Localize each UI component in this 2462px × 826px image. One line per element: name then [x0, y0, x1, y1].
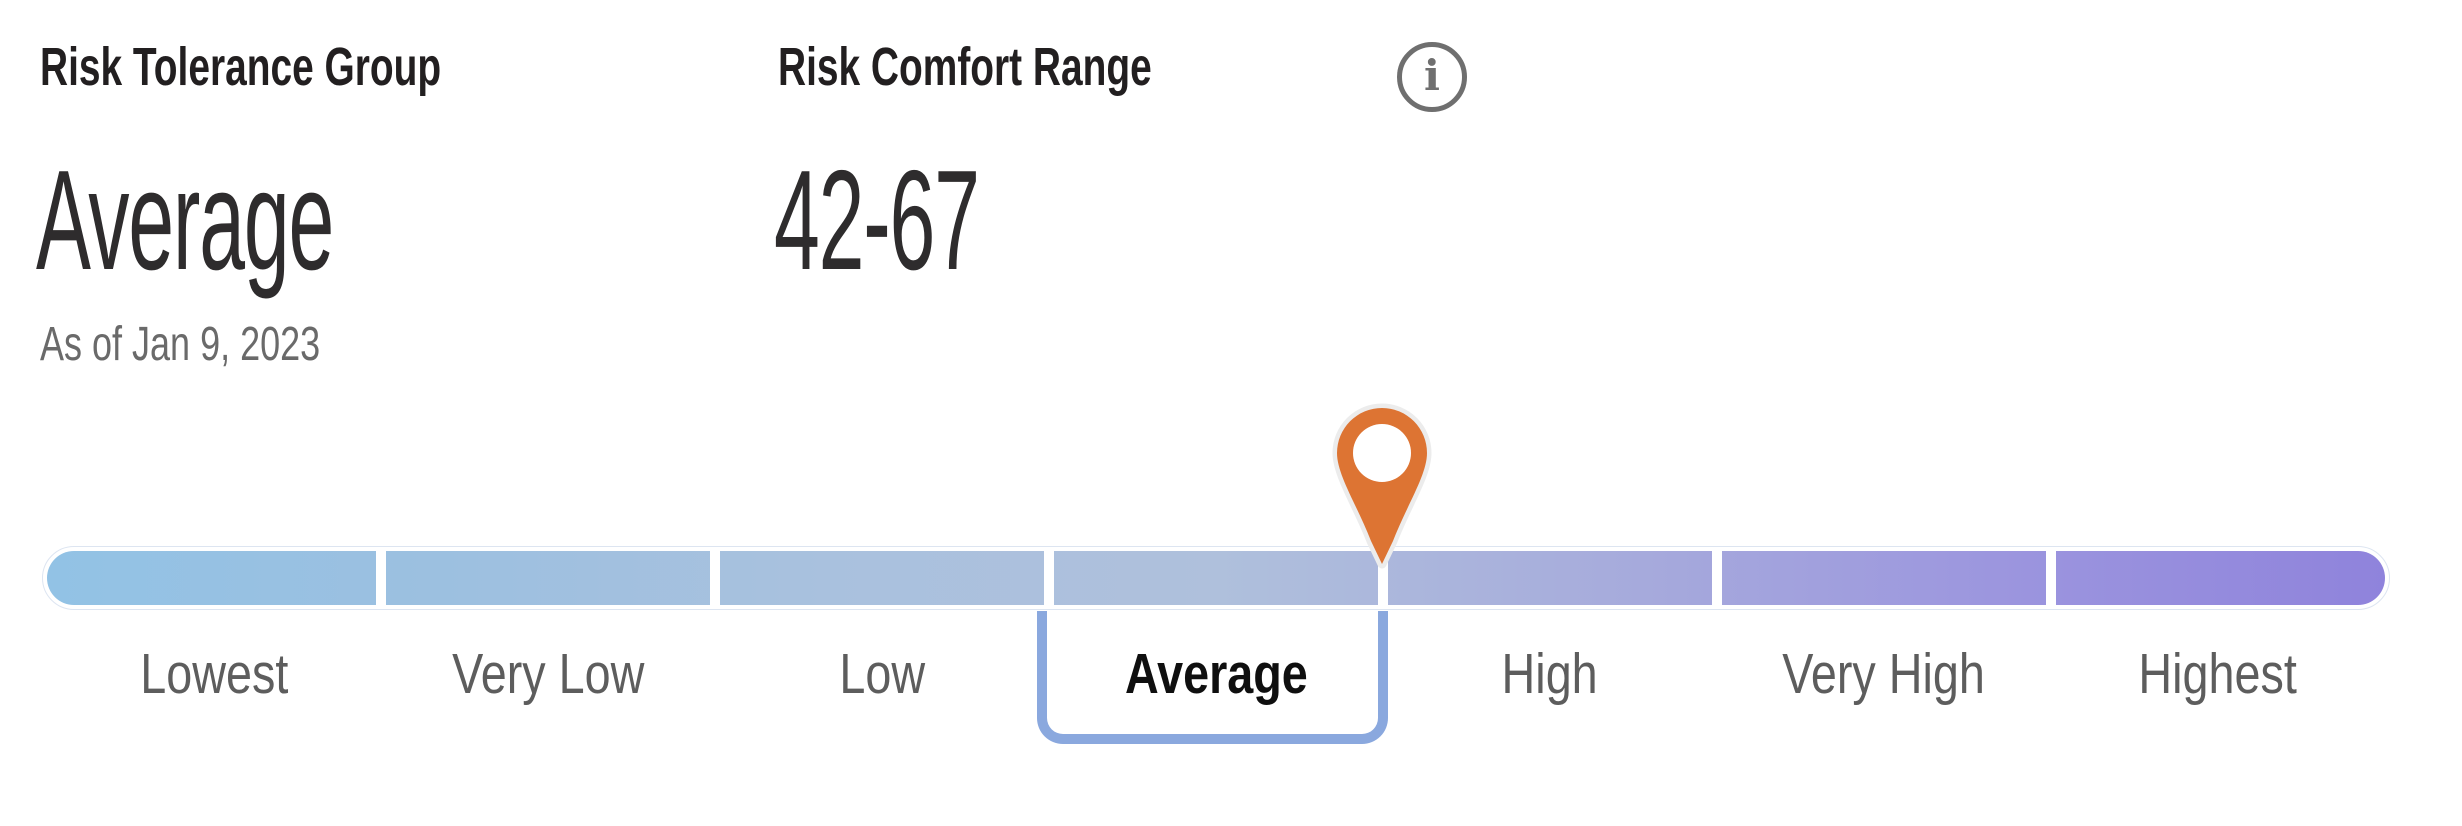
as-of-date-text: As of Jan 9, 2023	[40, 318, 321, 371]
scale-label-highest: Highest	[2038, 642, 2398, 706]
pin-hole	[1353, 424, 1411, 482]
segment-divider	[1044, 551, 1054, 605]
risk-tolerance-group-value-text: Average	[36, 141, 334, 300]
scale-label-high: High	[1370, 642, 1730, 706]
location-pin-icon	[1332, 403, 1432, 569]
risk-comfort-range-title-text: Risk Comfort Range	[778, 37, 1152, 97]
scale-label-very-low: Very Low	[368, 642, 728, 706]
scale-label-very-high: Very High	[1704, 642, 2064, 706]
segment-divider	[710, 551, 720, 605]
scale-label-text: Very High	[1782, 642, 1986, 706]
scale-label-text: Average	[1124, 642, 1308, 706]
scale-label-text: High	[1501, 642, 1599, 706]
scale-label-lowest: Lowest	[34, 642, 394, 706]
info-icon[interactable]: i	[1397, 42, 1467, 112]
risk-comfort-range-value-text: 42-67	[774, 141, 980, 300]
scale-label-text: Lowest	[139, 642, 289, 706]
selected-group-bracket	[1037, 611, 1388, 744]
scale-label-text: Very Low	[451, 642, 645, 706]
risk-tolerance-group-value: Average	[36, 150, 548, 292]
segment-divider	[2046, 551, 2056, 605]
risk-tolerance-group-title-text: Risk Tolerance Group	[40, 37, 442, 97]
risk-tolerance-group-title: Risk Tolerance Group	[40, 37, 597, 97]
risk-scale-bar	[42, 546, 2390, 610]
scale-label-low: Low	[702, 642, 1062, 706]
scale-label-text: Highest	[2138, 642, 2298, 706]
as-of-date: As of Jan 9, 2023	[40, 318, 414, 371]
risk-comfort-range-title: Risk Comfort Range	[778, 37, 1297, 97]
segment-divider	[1712, 551, 1722, 605]
scale-label-text: Low	[839, 642, 925, 706]
info-icon-glyph: i	[1424, 51, 1440, 100]
scale-label-average: Average	[1036, 642, 1396, 706]
risk-scale-gradient	[47, 551, 2385, 605]
segment-divider	[1378, 551, 1388, 605]
risk-comfort-range-value: 42-67	[774, 150, 1127, 292]
segment-divider	[376, 551, 386, 605]
